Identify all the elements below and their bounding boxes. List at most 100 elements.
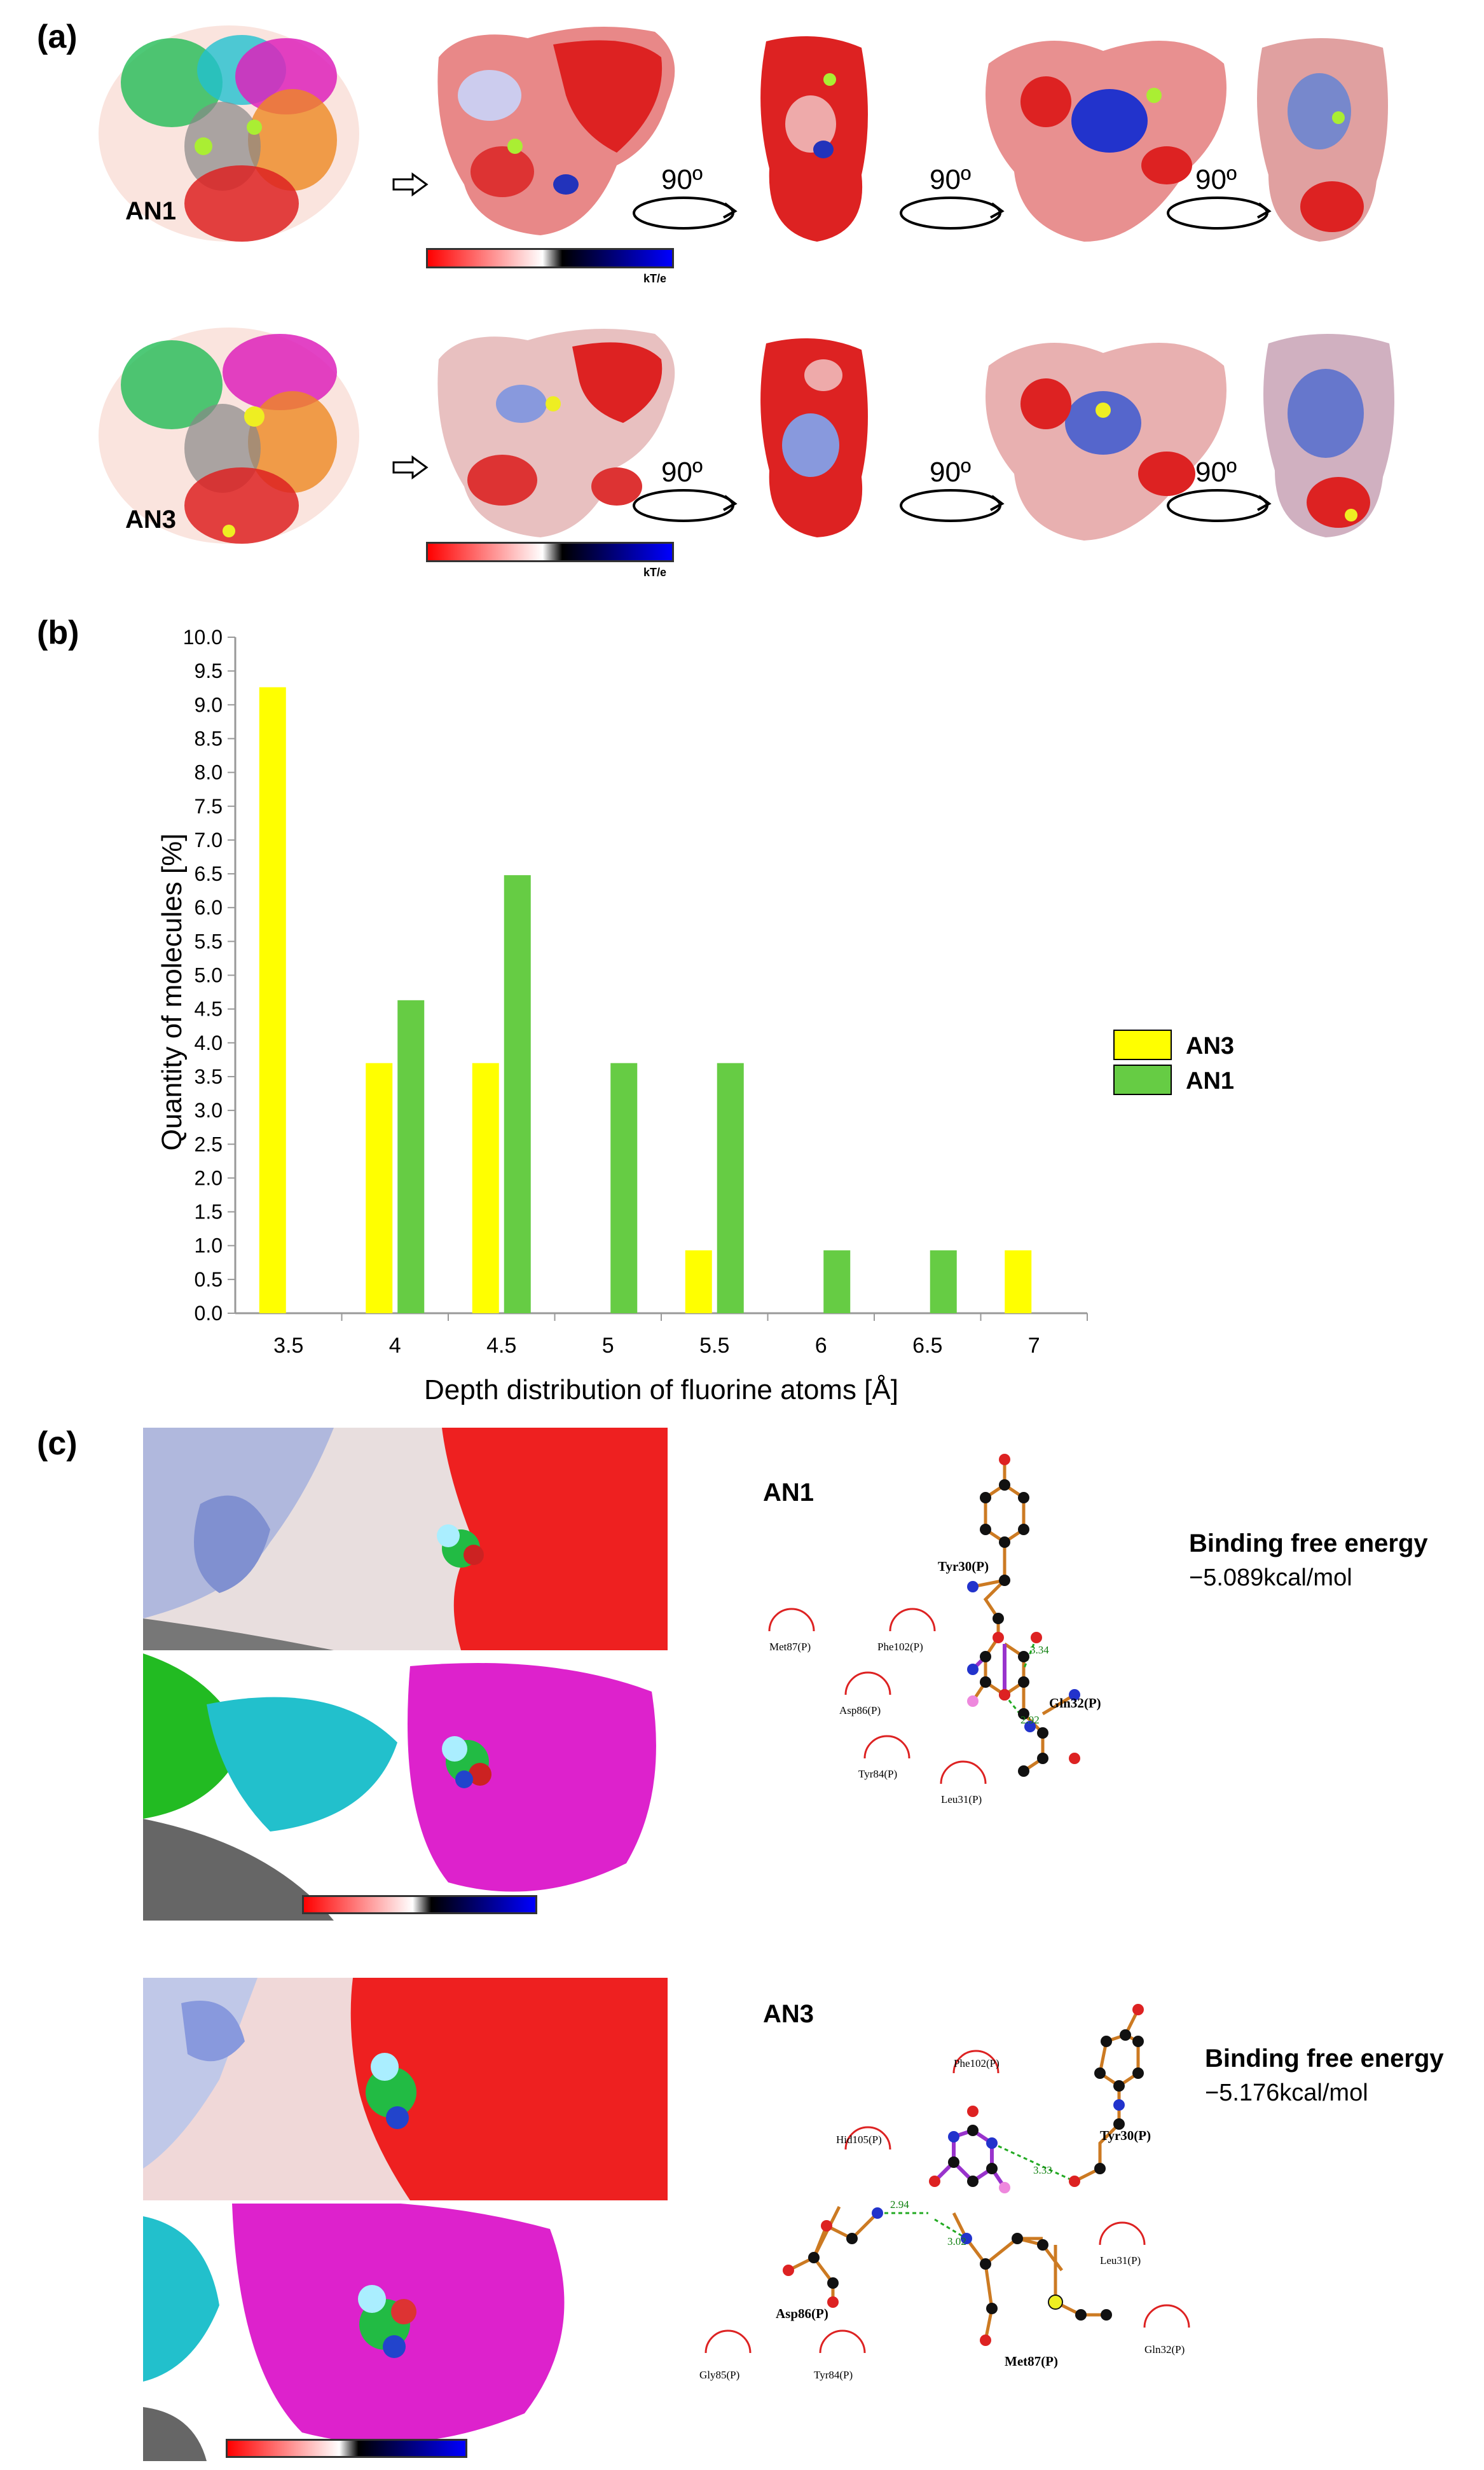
hbond-distance: 3.02 bbox=[947, 2235, 966, 2247]
x-tick-label: 5.5 bbox=[699, 1334, 729, 1358]
rotation-label: 90º bbox=[930, 457, 972, 488]
y-tick-label: 10.0 bbox=[183, 626, 223, 649]
rotation-label: 90º bbox=[1195, 457, 1237, 488]
an1-row-label: AN1 bbox=[125, 197, 177, 225]
an3-interaction-diagram: Phe102(P) Hid105(P) Leu31(P) Gly85(P) Ty… bbox=[699, 2004, 1190, 2381]
residue-label: Gly85(P) bbox=[699, 2369, 739, 2381]
y-tick-label: 9.0 bbox=[195, 693, 223, 716]
bar-an3-3.5 bbox=[259, 687, 286, 1313]
y-tick-label: 1.5 bbox=[195, 1201, 223, 1224]
residue-label-hbond: Gln32(P) bbox=[1049, 1695, 1101, 1711]
y-tick-label: 5.0 bbox=[195, 964, 223, 987]
x-tick-label: 4 bbox=[389, 1334, 401, 1358]
depth-distribution-chart: 0.0 0.5 1.0 1.5 2.0 2.5 3.0 3.5 4.0 4.5 5.0 5.5 6.0 6… bbox=[156, 626, 1234, 1405]
rotation-label: 90º bbox=[661, 164, 703, 195]
arrow-icon bbox=[391, 455, 429, 483]
bar-an1-5.5 bbox=[717, 1063, 744, 1313]
y-tick-label: 4.5 bbox=[195, 998, 223, 1021]
residue-label: Tyr84(P) bbox=[858, 1768, 897, 1780]
an3-scale-unit: kT/e bbox=[643, 566, 667, 579]
y-tick-label: 8.5 bbox=[195, 727, 223, 750]
residue-label: Phe102(P) bbox=[954, 2057, 1000, 2069]
legend-swatch-an1 bbox=[1113, 1065, 1172, 1095]
an1-surface-closeup bbox=[143, 1428, 668, 1650]
an1-energy-title: Binding free energy bbox=[1189, 1529, 1428, 1557]
panel-c-label: (c) bbox=[37, 1425, 78, 1462]
y-tick-label: 4.0 bbox=[195, 1031, 223, 1054]
residue-label: Leu31(P) bbox=[1100, 2254, 1141, 2266]
y-tick-label: 0.0 bbox=[195, 1302, 223, 1325]
an1-ribbon-closeup bbox=[143, 1653, 668, 1921]
y-axis-label: Quantity of molecules [%] bbox=[156, 834, 188, 1151]
bar-an1-4.5 bbox=[504, 875, 531, 1313]
residue-label: Gln32(P) bbox=[1144, 2343, 1185, 2356]
an1-scale-unit: kT/e bbox=[643, 272, 667, 285]
bar-an3-7 bbox=[1005, 1250, 1032, 1313]
residue-label-hbond: Tyr30(P) bbox=[938, 1559, 989, 1574]
an1-energy-value: −5.089kcal/mol bbox=[1189, 1564, 1352, 1591]
rotate-arrow-icon bbox=[1164, 458, 1272, 531]
an3-surface-view-2 bbox=[753, 331, 874, 541]
rotate-arrow-icon bbox=[897, 458, 1005, 531]
y-tick-label: 9.5 bbox=[195, 659, 223, 682]
hbond-distance: 2.94 bbox=[890, 2198, 909, 2211]
residue-label-hbond: Met87(P) bbox=[1005, 2354, 1058, 2369]
x-axis-label: Depth distribution of fluorine atoms [Å] bbox=[424, 1374, 898, 1405]
an1-ribbon-structure bbox=[95, 19, 362, 248]
residue-label-hbond: Tyr30(P) bbox=[1100, 2128, 1151, 2143]
rotate-arrow-icon bbox=[629, 165, 738, 238]
y-tick-label: 7.0 bbox=[195, 829, 223, 852]
an1-surface-view-1 bbox=[426, 19, 693, 248]
rotation-label: 90º bbox=[930, 164, 972, 195]
an3-surface-view-3 bbox=[976, 328, 1237, 544]
bar-an1-4 bbox=[397, 1000, 425, 1313]
residue-label: Tyr84(P) bbox=[814, 2369, 853, 2381]
an3-color-scale-bar bbox=[426, 542, 674, 562]
an3-ribbon-structure bbox=[95, 321, 362, 550]
y-tick-label: 1.0 bbox=[195, 1234, 223, 1257]
hbond-distance: 3.33 bbox=[1033, 2164, 1052, 2176]
an3-surface-view-4 bbox=[1256, 324, 1402, 541]
legend-label-an3: AN3 bbox=[1186, 1033, 1234, 1059]
an3-surface-view-1 bbox=[426, 321, 693, 541]
y-tick-label: 3.0 bbox=[195, 1099, 223, 1122]
hbond-distance: 2.92 bbox=[1020, 1714, 1040, 1726]
hbond-distance: 3.34 bbox=[1030, 1644, 1049, 1656]
an1-surface-view-2 bbox=[753, 29, 874, 245]
an1-interaction-diagram: Met87(P) Phe102(P) Asp86(P) Tyr84(P) Leu… bbox=[768, 1454, 1101, 1805]
residue-label: Hid105(P) bbox=[836, 2134, 882, 2146]
an3-energy-value: −5.176kcal/mol bbox=[1205, 2080, 1368, 2106]
bar-an1-6.5 bbox=[930, 1250, 957, 1313]
bar-an1-6 bbox=[823, 1250, 851, 1313]
arrow-icon bbox=[391, 172, 429, 200]
legend-swatch-an3 bbox=[1113, 1030, 1172, 1060]
an3-energy-title: Binding free energy bbox=[1205, 2045, 1444, 2073]
y-tick-label: 5.5 bbox=[195, 930, 223, 953]
an3-ribbon-closeup bbox=[143, 2204, 668, 2461]
y-tick-label: 2.0 bbox=[195, 1166, 223, 1189]
an1-closeup-scale-bar bbox=[302, 1895, 537, 1914]
panel-a-label: (a) bbox=[37, 18, 78, 55]
y-tick-label: 8.0 bbox=[195, 761, 223, 784]
x-tick-label: 5 bbox=[602, 1334, 614, 1358]
y-tick-label: 6.0 bbox=[195, 896, 223, 919]
an1-surface-view-3 bbox=[976, 25, 1237, 248]
residue-label: Met87(P) bbox=[769, 1641, 811, 1653]
y-tick-label: 0.5 bbox=[195, 1268, 223, 1291]
an3-row-label: AN3 bbox=[125, 506, 177, 534]
x-tick-label: 7 bbox=[1028, 1334, 1040, 1358]
rotate-arrow-icon bbox=[897, 165, 1005, 238]
y-tick-label: 2.5 bbox=[195, 1133, 223, 1156]
an1-surface-view-4 bbox=[1249, 29, 1396, 245]
y-tick-label: 7.5 bbox=[195, 795, 223, 818]
bar-an3-5.5 bbox=[685, 1250, 712, 1313]
y-tick-label: 6.5 bbox=[195, 862, 223, 885]
y-tick-label: 3.5 bbox=[195, 1065, 223, 1088]
an3-closeup-scale-bar bbox=[226, 2439, 467, 2458]
rotate-arrow-icon bbox=[629, 458, 738, 531]
an1-color-scale-bar bbox=[426, 248, 674, 268]
x-tick-label: 4.5 bbox=[486, 1334, 516, 1358]
residue-label: Phe102(P) bbox=[877, 1641, 923, 1653]
x-tick-label: 6 bbox=[815, 1334, 827, 1358]
